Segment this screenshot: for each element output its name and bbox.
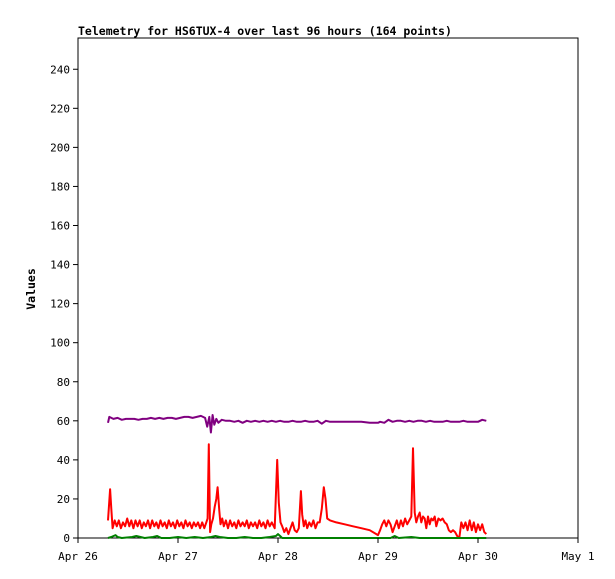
x-axis: Apr 26 Apr 27 Apr 28 Apr 29 Apr 30 May 1 bbox=[58, 538, 595, 563]
y-tick-label: 180 bbox=[50, 180, 70, 193]
y-tick-label: 40 bbox=[57, 454, 70, 467]
y-tick-label: 160 bbox=[50, 220, 70, 233]
series-line-1 bbox=[107, 414, 487, 434]
x-tick-label: May 1 bbox=[561, 550, 594, 563]
chart-title: Telemetry for HS6TUX-4 over last 96 hour… bbox=[78, 24, 452, 38]
series-layer bbox=[107, 414, 488, 539]
y-tick-label: 100 bbox=[50, 337, 70, 350]
y-axis-label: Values bbox=[24, 268, 38, 310]
series-line-2 bbox=[107, 443, 488, 539]
y-tick-label: 240 bbox=[50, 63, 70, 76]
y-axis: 0 20 40 60 80 100 120 140 160 180 200 220 240 bbox=[50, 63, 78, 545]
series-line-3 bbox=[107, 533, 487, 539]
x-tick-label: Apr 29 bbox=[358, 550, 398, 563]
y-tick-label: 220 bbox=[50, 102, 70, 115]
y-tick-label: 80 bbox=[57, 376, 70, 389]
plot-frame bbox=[77, 37, 579, 539]
x-tick-label: Apr 30 bbox=[458, 550, 498, 563]
y-tick-label: 20 bbox=[57, 493, 70, 506]
y-tick-label: 140 bbox=[50, 259, 70, 272]
x-tick-label: Apr 28 bbox=[258, 550, 298, 563]
y-tick-label: 120 bbox=[50, 298, 70, 311]
x-tick-label: Apr 27 bbox=[158, 550, 198, 563]
y-tick-label: 200 bbox=[50, 141, 70, 154]
y-tick-label: 60 bbox=[57, 415, 70, 428]
y-tick-label: 0 bbox=[63, 532, 70, 545]
x-tick-label: Apr 26 bbox=[58, 550, 98, 563]
